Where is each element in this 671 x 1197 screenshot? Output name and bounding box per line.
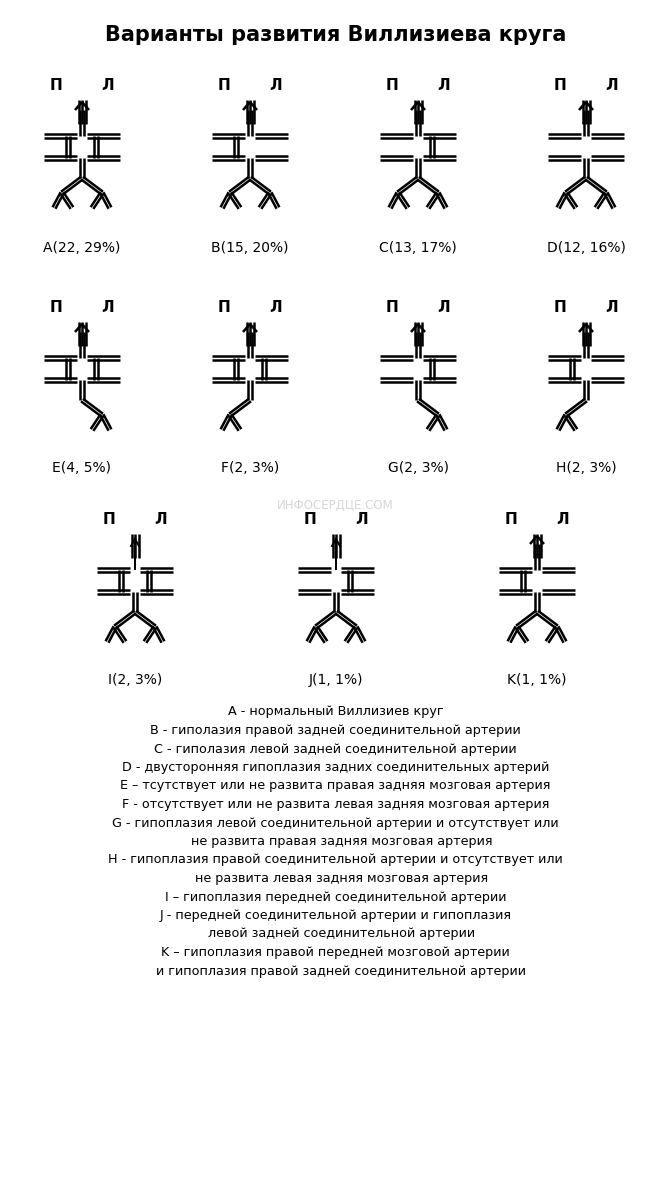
Text: А - нормальный Виллизиев круг: А - нормальный Виллизиев круг (227, 705, 444, 718)
Text: Л: Л (606, 79, 618, 93)
Text: H(2, 3%): H(2, 3%) (556, 461, 616, 475)
Text: K – гипоплазия правой передней мозговой артерии: K – гипоплазия правой передней мозговой … (161, 946, 510, 959)
Text: G(2, 3%): G(2, 3%) (387, 461, 448, 475)
Text: П: П (386, 300, 399, 316)
Text: A(22, 29%): A(22, 29%) (44, 241, 121, 255)
Text: П: П (386, 79, 399, 93)
Text: П: П (50, 79, 62, 93)
Text: Л: Л (270, 79, 282, 93)
Text: левой задней соединительной артерии: левой задней соединительной артерии (196, 928, 475, 941)
Text: F(2, 3%): F(2, 3%) (221, 461, 279, 475)
Text: Л: Л (155, 512, 167, 528)
Text: F - отсутствует или не развита левая задняя мозговая артерия: F - отсутствует или не развита левая зад… (122, 798, 549, 812)
Text: Л: Л (557, 512, 569, 528)
Text: D(12, 16%): D(12, 16%) (547, 241, 625, 255)
Text: не развита левая задняя мозговая артерия: не развита левая задняя мозговая артерия (183, 871, 488, 885)
Text: G - гипоплазия левой соединительной артерии и отсутствует или: G - гипоплазия левой соединительной арте… (112, 816, 559, 830)
Text: K(1, 1%): K(1, 1%) (507, 673, 567, 687)
Text: и гипоплазия правой задней соединительной артерии: и гипоплазия правой задней соединительно… (144, 965, 527, 978)
Text: Л: Л (356, 512, 368, 528)
Text: J - передней соединительной артерии и гипоплазия: J - передней соединительной артерии и ги… (160, 909, 511, 922)
Text: не развита правая задняя мозговая артерия: не развита правая задняя мозговая артери… (178, 836, 493, 847)
Text: П: П (554, 79, 566, 93)
Text: Л: Л (606, 300, 618, 316)
Text: I(2, 3%): I(2, 3%) (108, 673, 162, 687)
Text: С - гиполазия левой задней соединительной артерии: С - гиполазия левой задней соединительно… (154, 742, 517, 755)
Text: E – тсутствует или не развита правая задняя мозговая артерия: E – тсутствует или не развита правая зад… (120, 779, 551, 792)
Text: П: П (217, 300, 230, 316)
Text: П: П (303, 512, 316, 528)
Text: Л: Л (437, 79, 450, 93)
Text: D - двусторонняя гипоплазия задних соединительных артерий: D - двусторонняя гипоплазия задних соеди… (122, 761, 549, 774)
Text: Л: Л (102, 79, 114, 93)
Text: П: П (217, 79, 230, 93)
Text: Варианты развития Виллизиева круга: Варианты развития Виллизиева круга (105, 25, 566, 45)
Text: H - гипоплазия правой соединительной артерии и отсутствует или: H - гипоплазия правой соединительной арт… (108, 853, 563, 867)
Text: J(1, 1%): J(1, 1%) (309, 673, 363, 687)
Text: Л: Л (437, 300, 450, 316)
Text: В - гиполазия правой задней соединительной артерии: В - гиполазия правой задней соединительн… (150, 724, 521, 737)
Text: C(13, 17%): C(13, 17%) (379, 241, 457, 255)
Text: П: П (50, 300, 62, 316)
Text: Л: Л (270, 300, 282, 316)
Text: I – гипоплазия передней соединительной артерии: I – гипоплазия передней соединительной а… (165, 891, 506, 904)
Text: B(15, 20%): B(15, 20%) (211, 241, 289, 255)
Text: E(4, 5%): E(4, 5%) (52, 461, 111, 475)
Text: Л: Л (102, 300, 114, 316)
Text: П: П (103, 512, 115, 528)
Text: ИНФОСЕРДЦЕ.СОМ: ИНФОСЕРДЦЕ.СОМ (277, 498, 394, 511)
Text: П: П (505, 512, 517, 528)
Text: П: П (554, 300, 566, 316)
